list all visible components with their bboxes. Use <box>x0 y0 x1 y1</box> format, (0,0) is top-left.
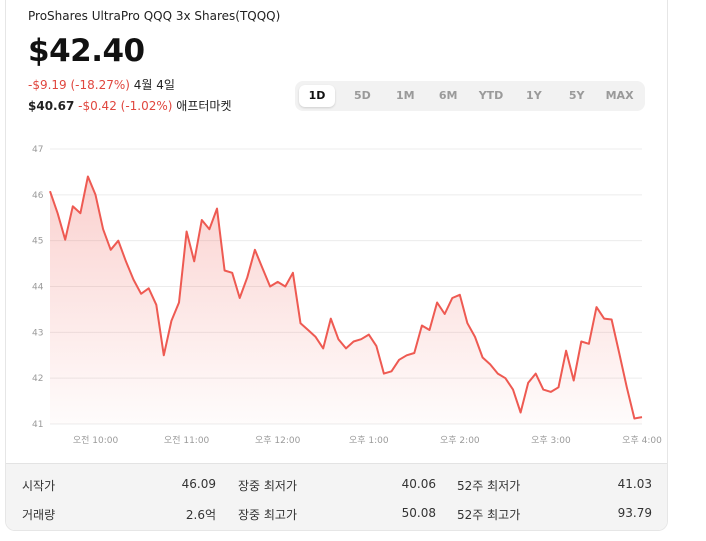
current-price: $42.40 <box>28 33 145 69</box>
x-axis-labels: 오전 10:00 오전 11:00 오후 12:00 오후 1:00 오후 2:00 오후… <box>73 435 662 446</box>
change-date: 4월 4일 <box>133 78 175 92</box>
open-label: 시작가 <box>22 479 56 493</box>
y-tick-label: 47 <box>32 145 43 155</box>
open-value: 46.09 <box>181 477 216 491</box>
y-tick-label: 46 <box>32 191 44 201</box>
stats-panel: 시작가 46.09 거래량 2.6억 장중 최저가 40.06 장중 최고가 5… <box>6 463 667 530</box>
after-market-row: $40.67 -$0.42 (-1.02%) 애프터마켓 <box>28 97 231 114</box>
week52-low-label: 52주 최저가 <box>457 479 521 493</box>
day-change-row: -$9.19 (-18.27%) 4월 4일 <box>28 76 175 93</box>
volume-label: 거래량 <box>22 508 56 522</box>
stock-title: ProShares UltraPro QQQ 3x Shares(TQQQ) <box>28 9 281 23</box>
day-low-value: 40.06 <box>401 477 436 491</box>
day-change: -$9.19 (-18.27%) <box>28 78 130 92</box>
x-tick-label: 오후 1:00 <box>349 435 389 446</box>
y-tick-label: 42 <box>32 374 43 384</box>
y-tick-label: 43 <box>32 328 43 338</box>
y-tick-label: 44 <box>32 283 44 293</box>
stock-card: ProShares UltraPro QQQ 3x Shares(TQQQ) $… <box>5 0 668 531</box>
y-axis-labels: 47 46 45 44 43 42 41 <box>32 145 44 430</box>
after-market-label: 애프터마켓 <box>176 99 232 113</box>
tab-ytd[interactable]: YTD <box>478 89 504 102</box>
after-market-price: $40.67 <box>28 99 75 113</box>
tab-5y[interactable]: 5Y <box>568 89 585 102</box>
week52-high-value: 93.79 <box>617 506 652 520</box>
after-market-change: -$0.42 (-1.02%) <box>78 99 173 113</box>
x-tick-label: 오전 10:00 <box>73 435 119 446</box>
x-tick-label: 오후 4:00 <box>622 435 662 446</box>
price-area <box>50 176 642 424</box>
range-tabs: 1D 5D 1M 6M YTD 1Y 5Y MAX <box>295 81 645 111</box>
week52-high-label: 52주 최고가 <box>457 508 521 522</box>
y-tick-label: 45 <box>32 237 43 247</box>
day-high-value: 50.08 <box>401 506 436 520</box>
tab-6m[interactable]: 6M <box>438 89 458 102</box>
tab-1d[interactable]: 1D <box>299 85 335 107</box>
day-high-label: 장중 최고가 <box>238 508 298 522</box>
volume-value: 2.6억 <box>185 508 216 522</box>
tab-max[interactable]: MAX <box>605 89 634 102</box>
x-tick-label: 오전 11:00 <box>164 435 210 446</box>
tab-5d[interactable]: 5D <box>354 89 371 102</box>
day-low-label: 장중 최저가 <box>238 479 298 493</box>
x-tick-label: 오후 12:00 <box>255 435 301 446</box>
x-tick-label: 오후 2:00 <box>440 435 480 446</box>
week52-low-value: 41.03 <box>617 477 652 491</box>
tab-1m[interactable]: 1M <box>395 89 415 102</box>
tab-1y[interactable]: 1Y <box>526 89 542 102</box>
y-tick-label: 41 <box>32 420 43 430</box>
x-tick-label: 오후 3:00 <box>531 435 571 446</box>
price-line <box>49 175 643 420</box>
